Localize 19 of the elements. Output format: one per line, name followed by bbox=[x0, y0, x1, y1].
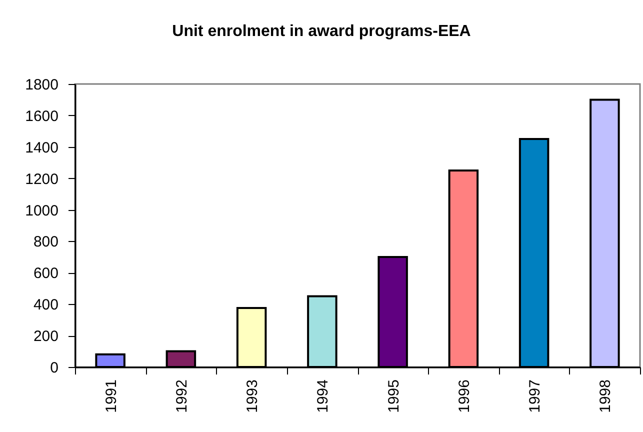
y-tick-label: 600 bbox=[33, 265, 58, 282]
x-tick-label: 1997 bbox=[526, 380, 544, 413]
x-tick-label: 1994 bbox=[314, 380, 332, 413]
y-tick-label: 800 bbox=[33, 234, 58, 251]
x-tick-label: 1992 bbox=[173, 380, 190, 413]
y-tick-label: 1800 bbox=[25, 76, 58, 94]
x-tick-label: 1991 bbox=[102, 380, 120, 413]
y-tick-label: 1600 bbox=[25, 108, 58, 125]
y-tick-label: 0 bbox=[50, 360, 58, 376]
x-tick-label: 1998 bbox=[597, 380, 614, 413]
x-tick-label: 1993 bbox=[244, 380, 262, 413]
y-tick-label: 1200 bbox=[25, 170, 58, 188]
chart-title: Unit enrolment in award programs-EEA bbox=[172, 23, 472, 40]
y-tick-label: 1400 bbox=[25, 139, 58, 156]
y-tick-label: 1000 bbox=[25, 202, 58, 220]
y-tick-label: 200 bbox=[33, 328, 58, 346]
x-tick-label: 1995 bbox=[385, 380, 402, 413]
x-tick-label: 1996 bbox=[456, 380, 473, 413]
y-tick-label: 400 bbox=[33, 296, 58, 314]
